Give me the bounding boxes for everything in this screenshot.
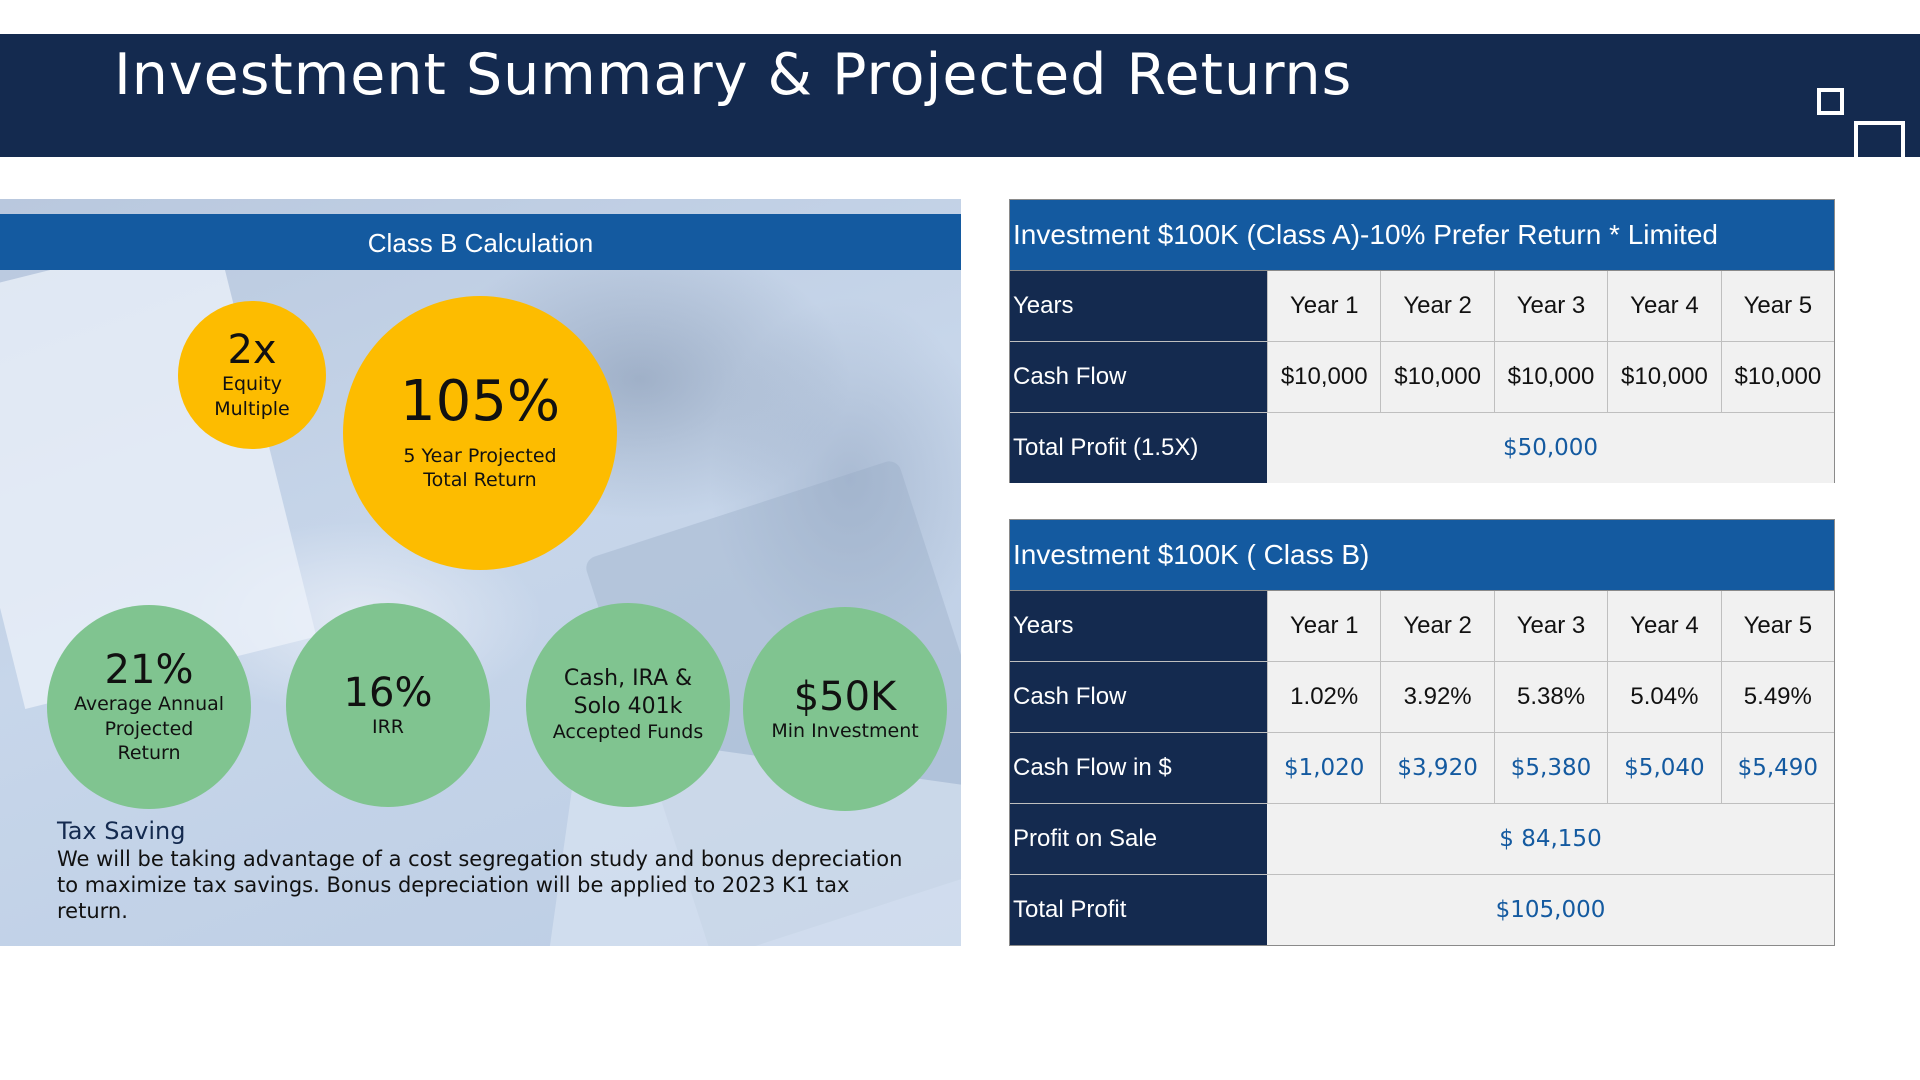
accepted-funds-title: Cash, IRA & (563, 666, 693, 692)
tax-saving-title: Tax Saving (57, 817, 186, 845)
table-cell: Year 5 (1720, 591, 1835, 661)
irr-label: IRR (371, 715, 404, 738)
average-return-label: Projected (104, 717, 194, 740)
table-cell: Year 4 (1607, 271, 1721, 341)
panel-banner-title: Class B Calculation (367, 228, 594, 258)
irr-stat: 16% IRR (286, 603, 490, 807)
table-row-cash-flow-dollars: Cash Flow in $ $1,020 $3,920 $5,380 $5,0… (1010, 733, 1835, 804)
accepted-funds-stat: Cash, IRA & Solo 401k Accepted Funds (526, 603, 730, 807)
row-label: Total Profit (1010, 875, 1267, 945)
table-row-cash-flow: Cash Flow 1.02% 3.92% 5.38% 5.04% 5.49% (1010, 662, 1835, 733)
table-cell: $10,000 (1720, 342, 1835, 412)
page-title: Investment Summary & Projected Returns (114, 42, 1353, 108)
table-cell: Year 2 (1380, 271, 1494, 341)
row-label: Cash Flow in $ (1010, 733, 1267, 803)
row-label: Cash Flow (1010, 662, 1267, 732)
decorative-square-small (1817, 88, 1844, 115)
total-return-value: 105% (399, 368, 561, 434)
table-cell: $1,020 (1267, 733, 1381, 803)
total-profit-value: $105,000 (1267, 875, 1834, 945)
table-cell: Year 1 (1267, 271, 1381, 341)
table-cell: $10,000 (1607, 342, 1721, 412)
table-cell: 5.04% (1607, 662, 1721, 732)
table-row-total-profit: Total Profit $105,000 (1010, 875, 1834, 945)
class-a-table: Investment $100K (Class A)-10% Prefer Re… (1009, 199, 1835, 483)
total-profit-value: $50,000 (1267, 413, 1834, 483)
min-investment-value: $50K (793, 673, 897, 720)
row-label: Years (1010, 591, 1267, 661)
table-cell: 5.49% (1720, 662, 1835, 732)
equity-multiple-label: Multiple (214, 398, 290, 420)
tax-saving-text: We will be taking advantage of a cost se… (57, 847, 903, 923)
row-label: Total Profit (1.5X) (1010, 413, 1267, 483)
profit-on-sale-value: $ 84,150 (1267, 804, 1834, 874)
table-cell: Year 3 (1493, 591, 1608, 661)
class-a-table-title: Investment $100K (Class A)-10% Prefer Re… (1010, 200, 1834, 271)
equity-multiple-stat: 2x Equity Multiple (178, 301, 326, 449)
class-b-table-title: Investment $100K ( Class B) (1010, 520, 1834, 591)
average-return-stat: 21% Average Annual Projected Return (47, 605, 251, 809)
table-cell: $10,000 (1380, 342, 1494, 412)
table-cell: 3.92% (1380, 662, 1494, 732)
table-cell: $10,000 (1267, 342, 1381, 412)
table-cell: $10,000 (1493, 342, 1608, 412)
table-cell: Year 5 (1720, 271, 1835, 341)
accepted-funds-label: Accepted Funds (552, 721, 704, 744)
table-row-years: Years Year 1 Year 2 Year 3 Year 4 Year 5 (1010, 271, 1835, 342)
min-investment-stat: $50K Min Investment (743, 607, 947, 811)
table-cell: Year 3 (1493, 271, 1608, 341)
class-b-table: Investment $100K ( Class B) Years Year 1… (1009, 519, 1835, 946)
class-b-calculation-panel: Class B Calculation 2x Equity Multiple 1… (0, 199, 961, 946)
table-cell: $5,490 (1720, 733, 1835, 803)
table-row-total-profit: Total Profit (1.5X) $50,000 (1010, 413, 1834, 483)
min-investment-label: Min Investment (771, 719, 919, 742)
table-cell: 5.38% (1493, 662, 1608, 732)
table-row-cash-flow: Cash Flow $10,000 $10,000 $10,000 $10,00… (1010, 342, 1835, 413)
table-cell: $5,380 (1493, 733, 1608, 803)
table-cell: Year 2 (1380, 591, 1494, 661)
panel-banner: Class B Calculation (0, 214, 961, 270)
equity-multiple-label: Equity (221, 373, 283, 396)
average-return-value: 21% (104, 646, 194, 693)
total-return-label: 5 Year Projected (403, 444, 557, 467)
row-label: Cash Flow (1010, 342, 1267, 412)
table-cell: $5,040 (1607, 733, 1721, 803)
table-cell: 1.02% (1267, 662, 1381, 732)
header-bar: Investment Summary & Projected Returns (0, 34, 1920, 172)
decorative-square-large (1854, 121, 1905, 172)
average-return-label: Return (117, 742, 181, 765)
irr-value: 16% (343, 669, 433, 716)
table-cell: Year 4 (1607, 591, 1721, 661)
table-cell: Year 1 (1267, 591, 1381, 661)
average-return-label: Average Annual (73, 692, 225, 715)
table-row-profit-on-sale: Profit on Sale $ 84,150 (1010, 804, 1834, 875)
row-label: Profit on Sale (1010, 804, 1267, 874)
equity-multiple-value: 2x (227, 327, 277, 374)
total-return-stat: 105% 5 Year Projected Total Return (343, 296, 617, 570)
total-return-label: Total Return (423, 469, 537, 492)
table-cell: $3,920 (1380, 733, 1494, 803)
table-row-years: Years Year 1 Year 2 Year 3 Year 4 Year 5 (1010, 591, 1835, 662)
accepted-funds-title: Solo 401k (573, 693, 683, 719)
row-label: Years (1010, 271, 1267, 341)
